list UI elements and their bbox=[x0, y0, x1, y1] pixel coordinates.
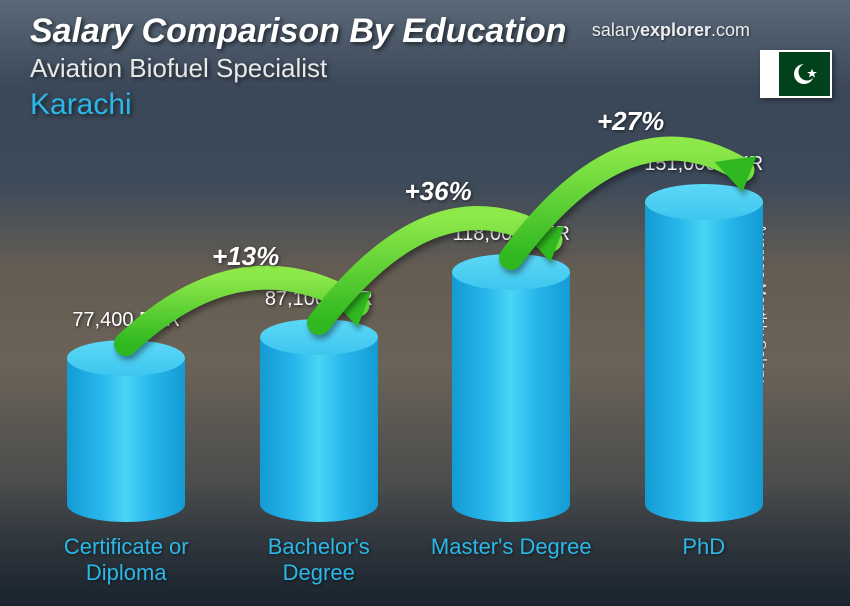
flag-crescent-icon bbox=[790, 59, 820, 89]
flag-field bbox=[779, 52, 830, 96]
chart-title: Salary Comparison By Education bbox=[30, 12, 567, 51]
increase-pct-label: +27% bbox=[597, 106, 664, 137]
brand-bold: explorer bbox=[640, 20, 711, 40]
bar-x-label: Bachelor's Degree bbox=[234, 534, 404, 588]
increase-pct-label: +36% bbox=[405, 176, 472, 207]
bar-x-label: PhD bbox=[682, 534, 725, 588]
increase-pct-label: +13% bbox=[212, 241, 279, 272]
bar-x-label: Master's Degree bbox=[431, 534, 592, 588]
brand-plain: salary bbox=[592, 20, 640, 40]
bar-x-label: Certificate or Diploma bbox=[41, 534, 211, 588]
bar-column: 77,400 PKRCertificate or Diploma bbox=[41, 358, 211, 588]
bar-chart: 77,400 PKRCertificate or Diploma87,100 P… bbox=[30, 148, 800, 588]
brand-suffix: .com bbox=[711, 20, 750, 40]
brand-watermark: salaryexplorer.com bbox=[592, 20, 750, 41]
